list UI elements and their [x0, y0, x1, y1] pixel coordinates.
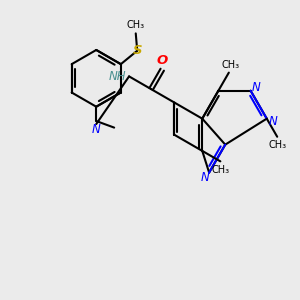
Text: CH₃: CH₃ [221, 60, 239, 70]
Text: S: S [133, 44, 142, 57]
Text: N: N [201, 171, 210, 184]
Text: NH: NH [109, 70, 126, 83]
Text: N: N [92, 122, 100, 136]
Text: CH₃: CH₃ [127, 20, 145, 30]
Text: O: O [157, 54, 168, 67]
Text: N: N [268, 115, 277, 128]
Text: N: N [251, 81, 260, 94]
Text: CH₃: CH₃ [268, 140, 286, 150]
Text: CH₃: CH₃ [211, 165, 230, 175]
